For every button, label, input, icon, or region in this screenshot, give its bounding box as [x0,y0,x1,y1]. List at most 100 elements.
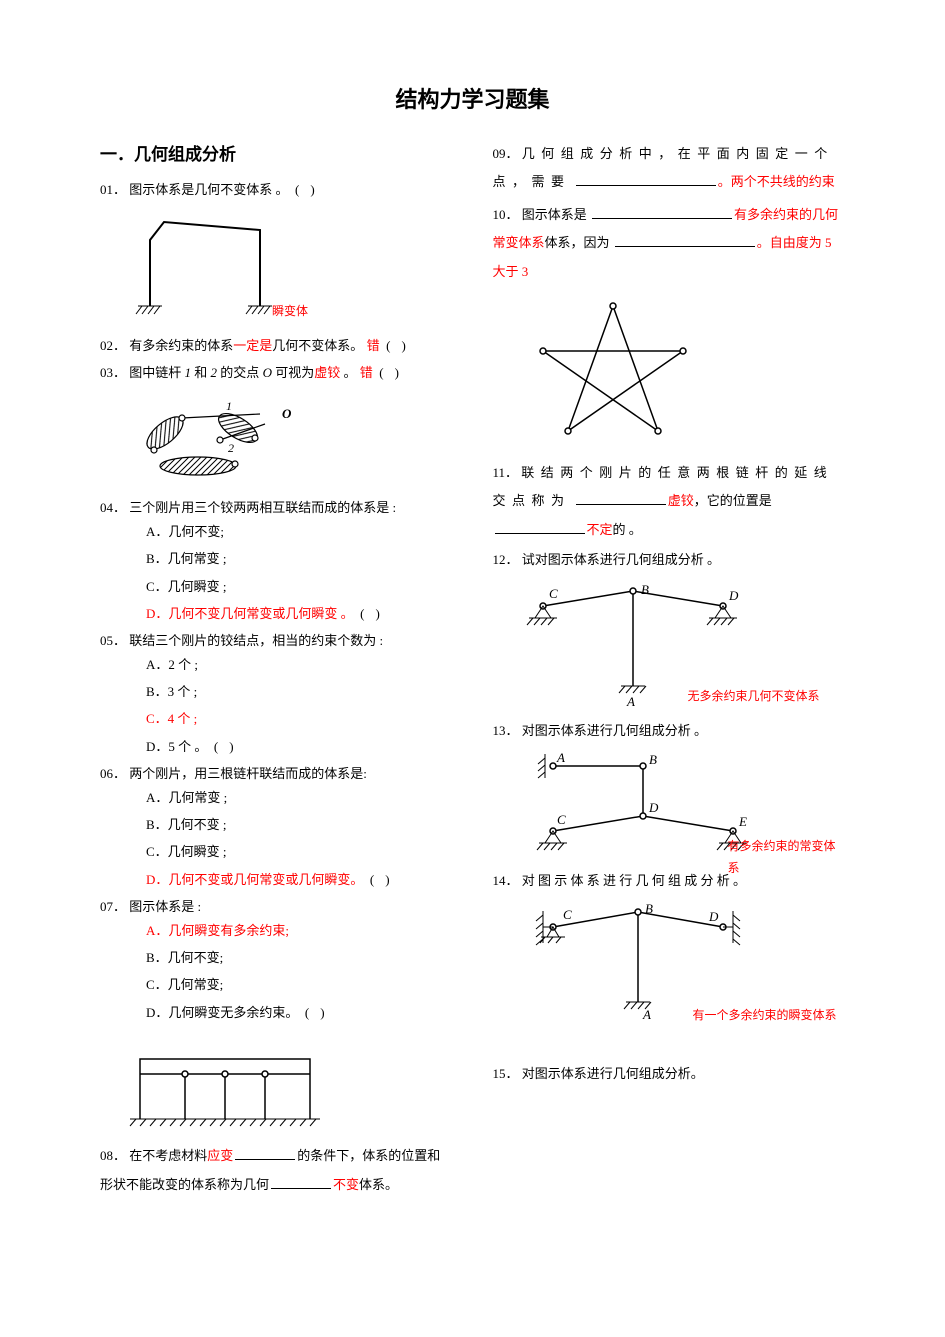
question-07: 07． 图示体系是 : A．几何瞬变有多余约束; B．几何不变; C．几何常变;… [100,895,453,1024]
option-d-text: D．几何不变几何常变或几何瞬变 。 [146,606,354,621]
label-2: 2 [228,441,234,455]
question-number: 10． [493,207,519,222]
option-c: C．几何瞬变 ; [146,575,453,598]
question-number: 03． [100,365,126,380]
fill-blank [576,172,716,186]
question-text: 和 [194,365,207,380]
option-c: C．4 个 ; [146,707,453,730]
option-c: C．几何常变; [146,973,453,996]
figure-12: C B D A 无多余约束几何不变体系 [513,576,846,711]
fill-answer: 两个不共线的约束 [731,174,835,189]
option-d-text: D．5 个 。 [146,739,207,754]
question-number: 12． [493,552,519,567]
option-d: D．几何不变或几何常变或几何瞬变。 ( ) [146,868,453,891]
figure-14: C B D A 有一个多余约束的瞬变体系 [513,897,846,1032]
italic-label: 1 [185,365,192,380]
answer-blank: ( ) [214,739,238,754]
question-text: 两个刚片，用三根链杆联结而成的体系是: [129,766,367,781]
option-a: A．几何瞬变有多余约束; [146,919,453,942]
option-b: B．几何不变; [146,946,453,969]
options-list: A．几何常变 ; B．几何不变 ; C．几何瞬变 ; D．几何不变或几何常变或几… [100,786,453,892]
question-text: 试对图示体系进行几何组成分析 。 [522,552,720,567]
answer-blank: ( ) [360,606,384,621]
answer-note: 有一个多余约束的瞬变体系 [693,1005,843,1027]
fill-blank [576,491,666,505]
answer-note: 无多余约束几何不变体系 [688,686,820,708]
label-B: B [645,901,653,916]
two-column-layout: 一．几何组成分析 01． 图示体系是几何不变体系 。 ( ) 瞬变体 02． 有… [100,140,845,1204]
option-d: D．5 个 。 ( ) [146,735,453,758]
question-12: 12． 试对图示体系进行几何组成分析 。 [493,548,846,571]
page-title: 结构力学习题集 [100,80,845,120]
question-text: 。 [340,365,356,380]
label-B: B [649,752,657,767]
label-C: C [557,812,566,827]
fill-blank [495,520,585,534]
label-D: D [708,909,719,924]
question-15: 15． 对图示体系进行几何组成分析。 [493,1062,846,1085]
question-text: 图示体系是几何不变体系 。 [129,182,288,197]
question-number: 06． [100,766,126,781]
label-C: C [563,907,572,922]
label-1: 1 [226,399,232,413]
question-text: 对 图 示 体 系 进 行 几 何 组 成 分 析 。 [522,873,746,888]
option-d-text: D．几何瞬变无多余约束。 [146,1005,298,1020]
fill-blank [592,205,732,219]
question-number: 13． [493,723,519,738]
fill-answer: 不变 [333,1177,359,1192]
fill-answer: 应变 [207,1148,233,1163]
question-text: 有多余约束的体系 [129,338,233,353]
option-d: D．几何瞬变无多余约束。 ( ) [146,1001,453,1024]
answer-blank: ( ) [295,182,319,197]
label-D: D [728,588,739,603]
answer-note: 错 [367,338,380,353]
star-diagram [513,291,713,451]
option-d: D．几何不变几何常变或几何瞬变 。 ( ) [146,602,453,625]
label-A: A [556,750,565,765]
question-text: 三个刚片用三个铰两两相互联结而成的体系是 : [129,500,396,515]
question-11: 11． 联结两个刚片的任意两根链杆的延线交点称为 虚铰，它的位置是 不定的 。 [493,459,846,545]
label-A: A [626,694,635,709]
option-b: B．3 个 ; [146,680,453,703]
answer-note: 瞬变体 [272,301,308,323]
highlight-text: 一定是 [233,338,272,353]
option-d-text: D．几何不变或几何常变或几何瞬变。 [146,872,363,887]
answer-blank: ( ) [386,338,410,353]
answer-blank: ( ) [370,872,394,887]
question-text: 的交点 [220,365,259,380]
question-text: ，它的位置是 [694,493,772,508]
question-number: 01． [100,182,126,197]
question-08: 08． 在不考虑材料应变的条件下，体系的位置和形状不能改变的体系称为几何不变体系… [100,1142,453,1199]
option-c: C．几何瞬变 ; [146,840,453,863]
answer-blank: ( ) [305,1005,329,1020]
options-list: A．2 个 ; B．3 个 ; C．4 个 ; D．5 个 。 ( ) [100,653,453,759]
frame-diagram [120,1044,330,1134]
figure-01: 瞬变体 [120,206,453,326]
figure-03: 1 2 O [120,388,453,488]
question-number: 05． [100,633,126,648]
question-text: 可视为 [275,365,314,380]
italic-label: 2 [211,365,218,380]
answer-note: 有多余约束的常变体系 [728,836,846,879]
right-column: 09． 几何组成分析中，在平面内固定一个点，需要 。两个不共线的约束 10． 图… [493,140,846,1204]
option-b: B．几何不变 ; [146,813,453,836]
question-number: 04． [100,500,126,515]
option-a: A．2 个 ; [146,653,453,676]
option-a: A．几何常变 ; [146,786,453,809]
question-13: 13． 对图示体系进行几何组成分析 。 [493,719,846,742]
figure-07 [120,1044,453,1134]
figure-10 [513,291,846,451]
question-text: 图示体系是 : [129,899,201,914]
truss-diagram: 1 2 O [120,388,320,488]
question-number: 07． [100,899,126,914]
question-number: 15． [493,1066,519,1081]
highlight-text: 虚铰 [314,365,340,380]
question-text: 在不考虑材料 [129,1148,207,1163]
figure-13: A B C D E 有多余约束的常变体系 [513,746,846,861]
option-a: A．几何不变; [146,520,453,543]
question-number: 14． [493,873,519,888]
fill-blank [271,1175,331,1189]
question-text: 对图示体系进行几何组成分析 。 [522,723,707,738]
fill-answer: 。 [757,235,770,250]
fill-blank [615,233,755,247]
